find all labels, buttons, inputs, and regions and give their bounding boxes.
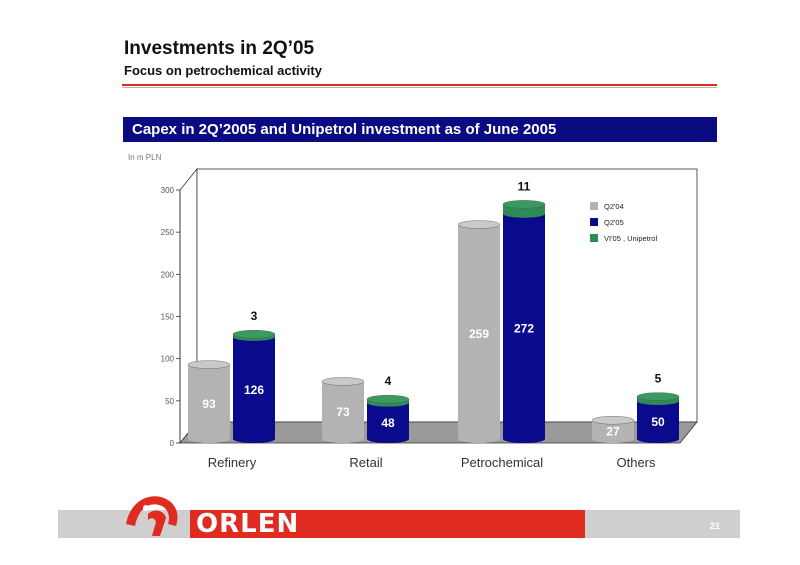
chart-back-wall [196, 168, 698, 423]
slide-subtitle: Focus on petrochemical activity [124, 63, 322, 78]
bar-q204-top [187, 360, 231, 369]
bar-q204 [322, 381, 364, 439]
y-tick-label: 150 [161, 313, 175, 322]
bar-q205-bottom [637, 435, 679, 443]
footer-brand-bar [190, 510, 585, 538]
bar-unipetrol-top [232, 330, 276, 339]
bar-label-unipetrol: 4 [385, 374, 392, 388]
bar-label-q205: 48 [381, 416, 395, 430]
bar-unipetrol [503, 204, 545, 214]
bar-q204-bottom [458, 435, 500, 443]
legend-label: VI'05 , Unipetrol [604, 234, 657, 243]
x-category-label: Others [616, 455, 656, 470]
bar-q204 [458, 224, 500, 439]
bar-q204-top [591, 416, 635, 425]
bar-q205 [367, 402, 409, 439]
capex-chart: 0 50 100 150 200 250 300 93 126 3 Refinery 73 48 4 Ret… [161, 167, 698, 470]
legend-swatch [590, 218, 598, 226]
y-tick-label: 0 [170, 439, 175, 448]
chart-banner: Capex in 2Q’2005 and Unipetrol investmen… [123, 117, 717, 142]
bar-unipetrol-top [636, 392, 680, 401]
x-category-label: Refinery [208, 455, 257, 470]
title-divider-red [122, 84, 717, 86]
orlen-wordmark: ORLEN [196, 509, 300, 539]
bar-label-q204: 93 [202, 397, 216, 411]
orlen-eagle-logo-icon [126, 496, 178, 536]
bar-label-q204: 73 [336, 405, 350, 419]
bar-q205-bottom [367, 435, 409, 443]
y-tick-label: 300 [161, 186, 175, 195]
bar-q204-top [457, 220, 501, 229]
bar-q205 [233, 336, 275, 439]
page-number: 21 [710, 521, 721, 531]
title-divider-grey [122, 87, 717, 88]
bar-label-q205: 272 [514, 321, 534, 335]
legend-label: Q2'04 [604, 202, 624, 211]
bar-unipetrol-bottom [503, 209, 545, 218]
bar-unipetrol-top [366, 394, 410, 404]
y-tick-label: 50 [165, 397, 174, 406]
legend-swatch [590, 202, 598, 210]
bar-label-unipetrol: 3 [251, 309, 258, 323]
unit-note: In m PLN [128, 153, 162, 162]
bar-q204-bottom [188, 435, 230, 443]
bar-q205 [637, 400, 679, 439]
bar-label-unipetrol: 11 [518, 179, 531, 193]
bar-q204 [592, 420, 634, 439]
bar-label-q204: 259 [469, 327, 489, 341]
y-tick-label: 250 [161, 228, 175, 237]
bar-q205-bottom [233, 435, 275, 443]
bar-label-q204: 27 [606, 425, 620, 439]
bar-label-q205: 50 [651, 415, 665, 429]
bar-q204-bottom [322, 435, 364, 443]
legend-swatch [590, 234, 598, 242]
bar-q205 [503, 213, 545, 439]
bar-label-unipetrol: 5 [655, 372, 662, 386]
bar-q205-bottom [503, 435, 545, 443]
x-category-label: Retail [349, 455, 382, 470]
bar-unipetrol-top [502, 200, 546, 209]
slide-title: Investments in 2Q’05 [124, 38, 315, 59]
bar-q204 [188, 364, 230, 439]
x-category-label: Petrochemical [461, 455, 543, 470]
y-tick-label: 100 [161, 355, 175, 364]
y-tick-label: 200 [161, 270, 175, 279]
legend-label: Q2'05 [604, 218, 624, 227]
bar-q204-top [321, 377, 365, 386]
bar-q204-bottom [592, 435, 634, 443]
bar-label-q205: 126 [244, 383, 264, 397]
